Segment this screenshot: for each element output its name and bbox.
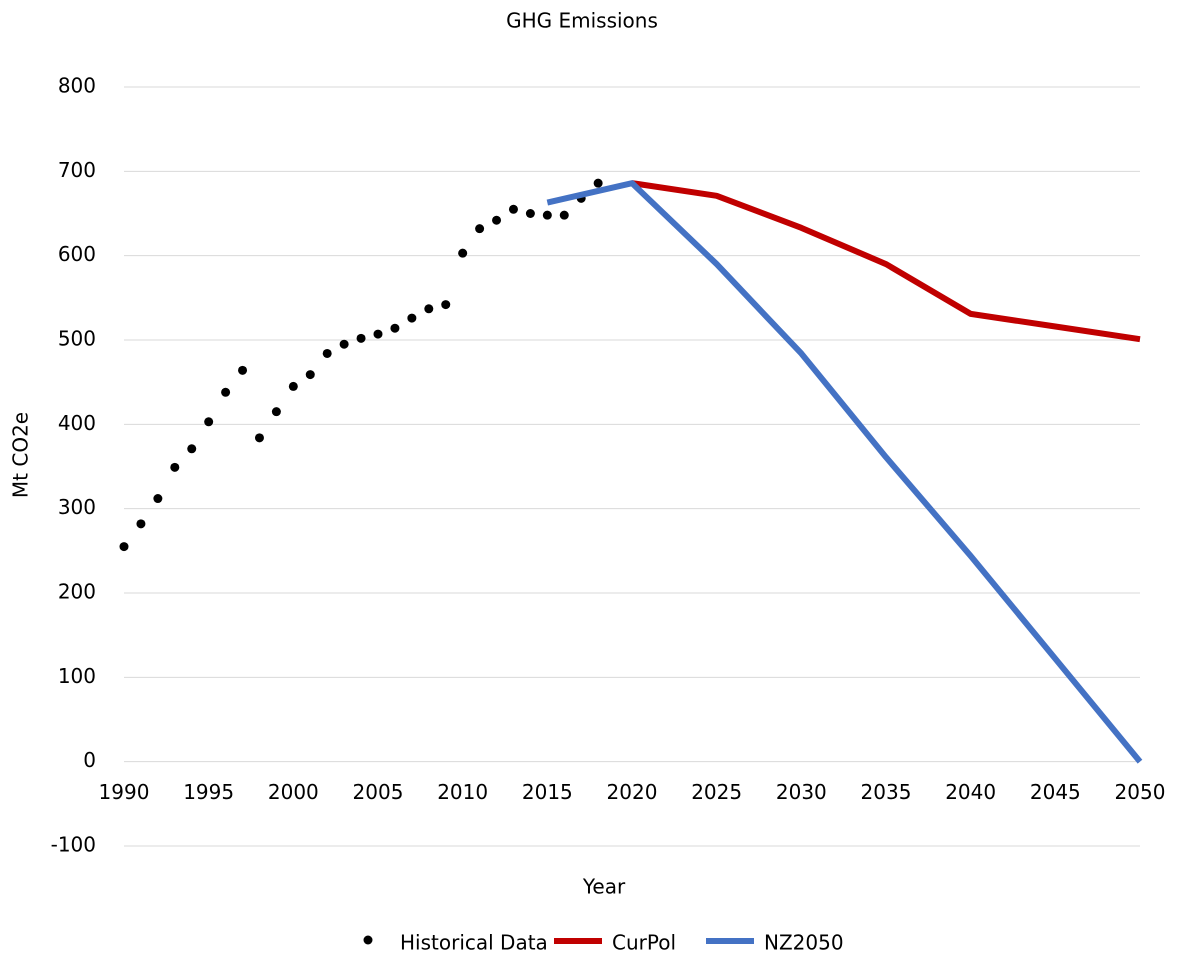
data-point [254,433,264,443]
data-point [508,204,518,214]
data-point [390,323,400,333]
data-point [204,417,214,427]
data-point [187,444,197,454]
data-point [221,387,231,397]
y-tick-label: -100 [51,833,96,857]
x-tick-label: 2045 [1030,780,1081,804]
data-point [542,210,552,220]
x-tick-label: 1990 [99,780,150,804]
data-point [525,209,535,218]
y-tick-label: 700 [58,158,96,182]
x-tick-label: 1995 [183,780,234,804]
data-point [407,313,417,323]
data-point [136,519,146,529]
y-tick-label: 500 [58,327,96,351]
y-axis-label: Mt CO2e [9,412,33,498]
x-tick-label: 2000 [268,780,319,804]
x-tick-label: 2030 [776,780,827,804]
y-tick-label: 300 [58,495,96,519]
data-point [153,494,163,504]
data-point [356,333,366,343]
y-tick-label: 800 [58,74,96,98]
series-line [546,180,1143,764]
x-tick-label: 2050 [1115,780,1166,804]
x-tick-label: 2025 [691,780,742,804]
y-tick-label: 400 [58,411,96,435]
data-point [238,365,248,375]
y-tick-label: 200 [58,580,96,604]
legend-marker [363,935,373,945]
data-point [288,381,298,391]
data-point [373,329,383,339]
x-axis-label: Year [582,875,626,899]
x-tick-label: 2015 [522,780,573,804]
chart-title: GHG Emissions [506,9,658,33]
data-point [559,210,569,220]
legend-label: Historical Data [400,931,548,955]
legend-label: CurPol [612,931,676,955]
data-point [322,348,332,358]
data-point [339,339,349,349]
data-point [492,215,502,225]
legend-label: NZ2050 [764,931,844,955]
data-point [458,248,468,258]
data-point [593,178,603,188]
x-tick-label: 2010 [437,780,488,804]
series-line [631,180,1141,343]
x-tick-label: 2020 [607,780,658,804]
data-point [475,224,485,234]
data-point [271,407,281,417]
y-tick-label: 100 [58,664,96,688]
data-point [424,304,434,314]
x-tick-label: 2040 [945,780,996,804]
x-tick-label: 2005 [353,780,404,804]
data-point [305,370,315,380]
data-point [170,462,180,472]
y-tick-label: 0 [83,748,96,772]
data-point [441,300,451,310]
x-tick-label: 2035 [861,780,912,804]
y-tick-label: 600 [58,242,96,266]
data-point [119,542,129,552]
